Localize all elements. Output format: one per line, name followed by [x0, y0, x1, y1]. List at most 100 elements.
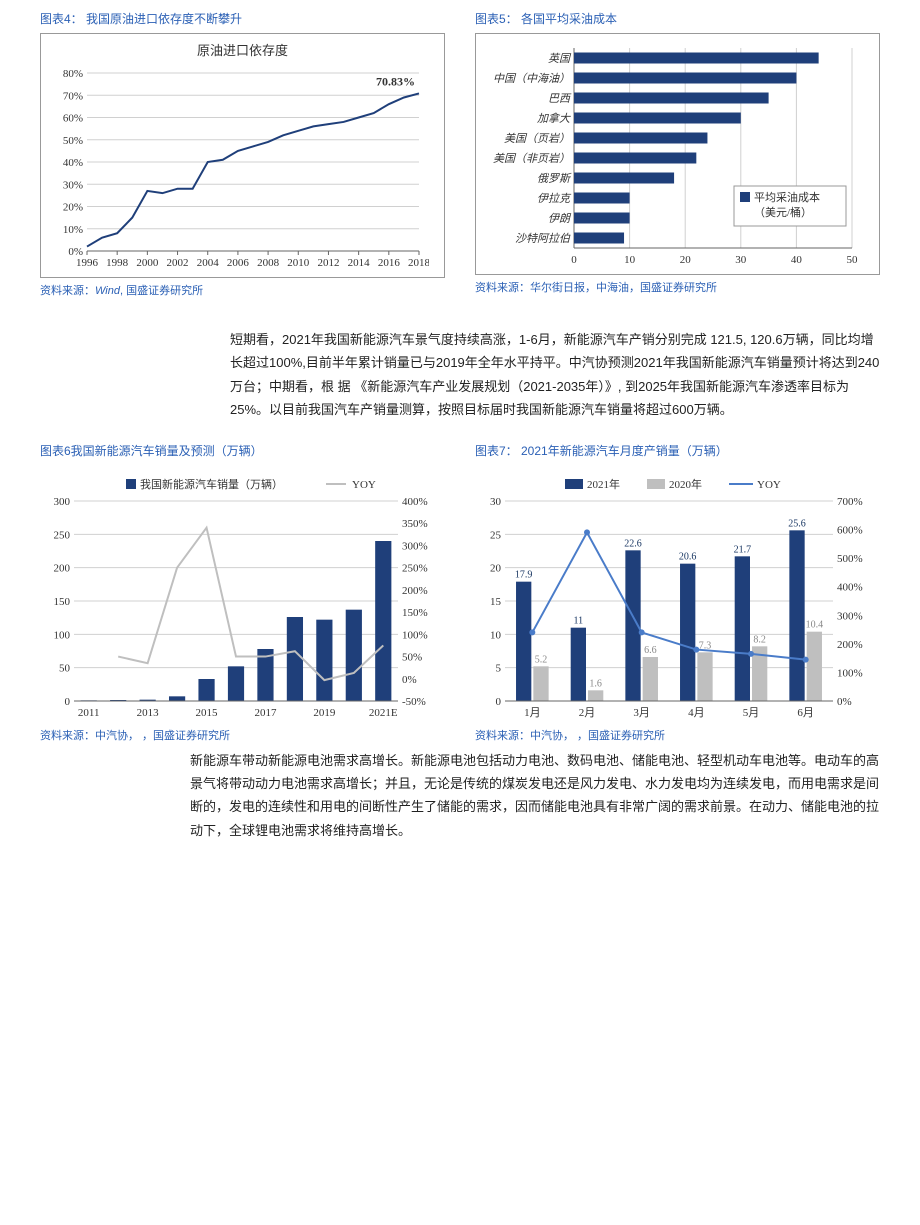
svg-text:3月: 3月 [633, 707, 650, 719]
chart4-svg: 0%10%20%30%40%50%60%70%80%19961998200020… [49, 63, 429, 273]
svg-text:10%: 10% [63, 224, 83, 236]
svg-text:0: 0 [571, 254, 577, 266]
svg-text:20: 20 [490, 562, 502, 574]
paragraph-1: 短期看，2021年我国新能源汽车景气度持续高涨，1-6月，新能源汽车产销分别完成… [230, 328, 880, 422]
svg-text:4月: 4月 [688, 707, 705, 719]
svg-text:21.7: 21.7 [734, 544, 752, 555]
svg-text:巴西: 巴西 [548, 93, 572, 105]
svg-text:30: 30 [490, 496, 502, 508]
svg-text:400%: 400% [837, 581, 863, 593]
svg-text:2014: 2014 [348, 257, 371, 269]
svg-text:5.2: 5.2 [535, 654, 548, 665]
paragraph-2: 新能源车带动新能源电池需求高增长。新能源电池包括动力电池、数码电池、储能电池、轻… [190, 749, 880, 843]
chart7-svg: 2021年2020年YOY0510152025300%100%200%300%4… [475, 473, 875, 723]
row-charts-6-7: 图表6我国新能源汽车销量及预测（万辆） 我国新能源汽车销量（万辆） YOY 0 50 1… [40, 442, 880, 743]
svg-text:30: 30 [735, 254, 747, 266]
chart5-source: 资料来源：华尔街日报，中海油，国盛证券研究所 [475, 279, 880, 295]
svg-text:2002: 2002 [167, 257, 189, 269]
svg-text:2012: 2012 [317, 257, 339, 269]
svg-text:2015: 2015 [196, 707, 219, 719]
svg-text:（美元/桶）: （美元/桶） [754, 205, 812, 219]
chart4-title: 图表4： 我国原油进口依存度不断攀升 [40, 10, 445, 27]
svg-text:200: 200 [54, 562, 71, 574]
svg-text:20%: 20% [63, 202, 83, 214]
svg-text:2021年: 2021年 [587, 477, 620, 491]
svg-text:俄罗斯: 俄罗斯 [537, 172, 572, 185]
svg-text:10: 10 [490, 629, 502, 641]
svg-text:10.4: 10.4 [806, 619, 824, 630]
chart5-box: 01020304050英国中国（中海油）巴西加拿大美国（页岩）美国（非页岩）俄罗… [475, 33, 880, 275]
svg-text:20: 20 [680, 254, 692, 266]
svg-text:YOY: YOY [352, 479, 376, 491]
svg-text:2016: 2016 [378, 257, 401, 269]
svg-text:100%: 100% [402, 629, 428, 641]
svg-text:伊拉克: 伊拉克 [537, 192, 572, 205]
svg-text:25.6: 25.6 [788, 518, 806, 529]
svg-text:2018: 2018 [408, 257, 429, 269]
svg-text:1998: 1998 [106, 257, 129, 269]
svg-text:10: 10 [624, 254, 636, 266]
chart6-block: 图表6我国新能源汽车销量及预测（万辆） 我国新能源汽车销量（万辆）YOY0501… [40, 442, 445, 743]
chart4-block: 图表4： 我国原油进口依存度不断攀升 原油进口依存度 0%10%20%30%40… [40, 10, 445, 298]
chart4-source: 资料来源：Wind, 国盛证券研究所 [40, 282, 445, 298]
svg-text:600%: 600% [837, 524, 863, 536]
svg-text:300%: 300% [837, 610, 863, 622]
svg-text:1996: 1996 [76, 257, 99, 269]
svg-text:2004: 2004 [197, 257, 220, 269]
svg-text:30%: 30% [63, 179, 83, 191]
svg-text:5: 5 [496, 662, 502, 674]
svg-text:80%: 80% [63, 68, 83, 80]
svg-text:50: 50 [847, 254, 859, 266]
svg-text:2013: 2013 [137, 707, 160, 719]
chart7-source: 资料来源：中汽协， ，国盛证券研究所 [475, 727, 880, 743]
svg-text:0: 0 [496, 696, 502, 708]
svg-text:150%: 150% [402, 607, 428, 619]
svg-text:50%: 50% [63, 135, 83, 147]
svg-text:50: 50 [59, 662, 71, 674]
svg-text:-50%: -50% [402, 696, 426, 708]
svg-text:400%: 400% [402, 496, 428, 508]
svg-text:美国（非页岩）: 美国（非页岩） [493, 152, 570, 165]
svg-text:2020年: 2020年 [669, 477, 702, 491]
svg-text:200%: 200% [402, 584, 428, 596]
svg-text:22.6: 22.6 [624, 538, 642, 549]
chart6-source: 资料来源：中汽协， ，国盛证券研究所 [40, 727, 445, 743]
svg-text:2010: 2010 [287, 257, 310, 269]
svg-text:17.9: 17.9 [515, 569, 533, 580]
svg-text:350%: 350% [402, 518, 428, 530]
svg-text:15: 15 [490, 596, 502, 608]
svg-text:伊朗: 伊朗 [548, 212, 572, 225]
svg-text:美国（页岩）: 美国（页岩） [504, 132, 570, 145]
svg-text:我国新能源汽车销量（万辆）: 我国新能源汽车销量（万辆） [140, 477, 283, 491]
svg-text:6月: 6月 [797, 707, 814, 719]
svg-text:11: 11 [574, 615, 584, 626]
svg-text:250%: 250% [402, 562, 428, 574]
chart7-block: 图表7： 2021年新能源汽车月度产销量（万辆） 2021年 2020年 YOY 0 5… [475, 442, 880, 743]
svg-text:2011: 2011 [78, 707, 100, 719]
svg-text:25: 25 [490, 529, 502, 541]
chart6-svg: 我国新能源汽车销量（万辆）YOY050100150200250300-50%0%… [40, 473, 440, 723]
svg-text:300%: 300% [402, 540, 428, 552]
svg-text:中国（中海油）: 中国（中海油） [493, 72, 570, 85]
chart5-title: 图表5： 各国平均采油成本 [475, 10, 880, 27]
svg-text:50%: 50% [402, 651, 422, 663]
chart5-svg: 01020304050英国中国（中海油）巴西加拿大美国（页岩）美国（非页岩）俄罗… [484, 40, 864, 270]
svg-text:平均采油成本: 平均采油成本 [754, 190, 820, 204]
svg-text:2000: 2000 [136, 257, 159, 269]
chart7-title: 图表7： 2021年新能源汽车月度产销量（万辆） [475, 442, 880, 459]
svg-text:150: 150 [54, 596, 71, 608]
svg-text:5月: 5月 [743, 707, 760, 719]
svg-text:0%: 0% [402, 673, 417, 685]
svg-text:2月: 2月 [579, 707, 596, 719]
chart4-box: 原油进口依存度 0%10%20%30%40%50%60%70%80%199619… [40, 33, 445, 278]
svg-text:YOY: YOY [757, 479, 781, 491]
svg-text:70.83%: 70.83% [376, 74, 415, 88]
svg-text:2021E: 2021E [369, 707, 398, 719]
svg-text:70%: 70% [63, 90, 83, 102]
svg-text:500%: 500% [837, 553, 863, 565]
svg-text:英国: 英国 [548, 52, 572, 65]
chart6-title: 图表6我国新能源汽车销量及预测（万辆） [40, 442, 445, 459]
svg-text:0%: 0% [837, 696, 852, 708]
svg-text:1月: 1月 [524, 707, 541, 719]
svg-text:250: 250 [54, 529, 71, 541]
